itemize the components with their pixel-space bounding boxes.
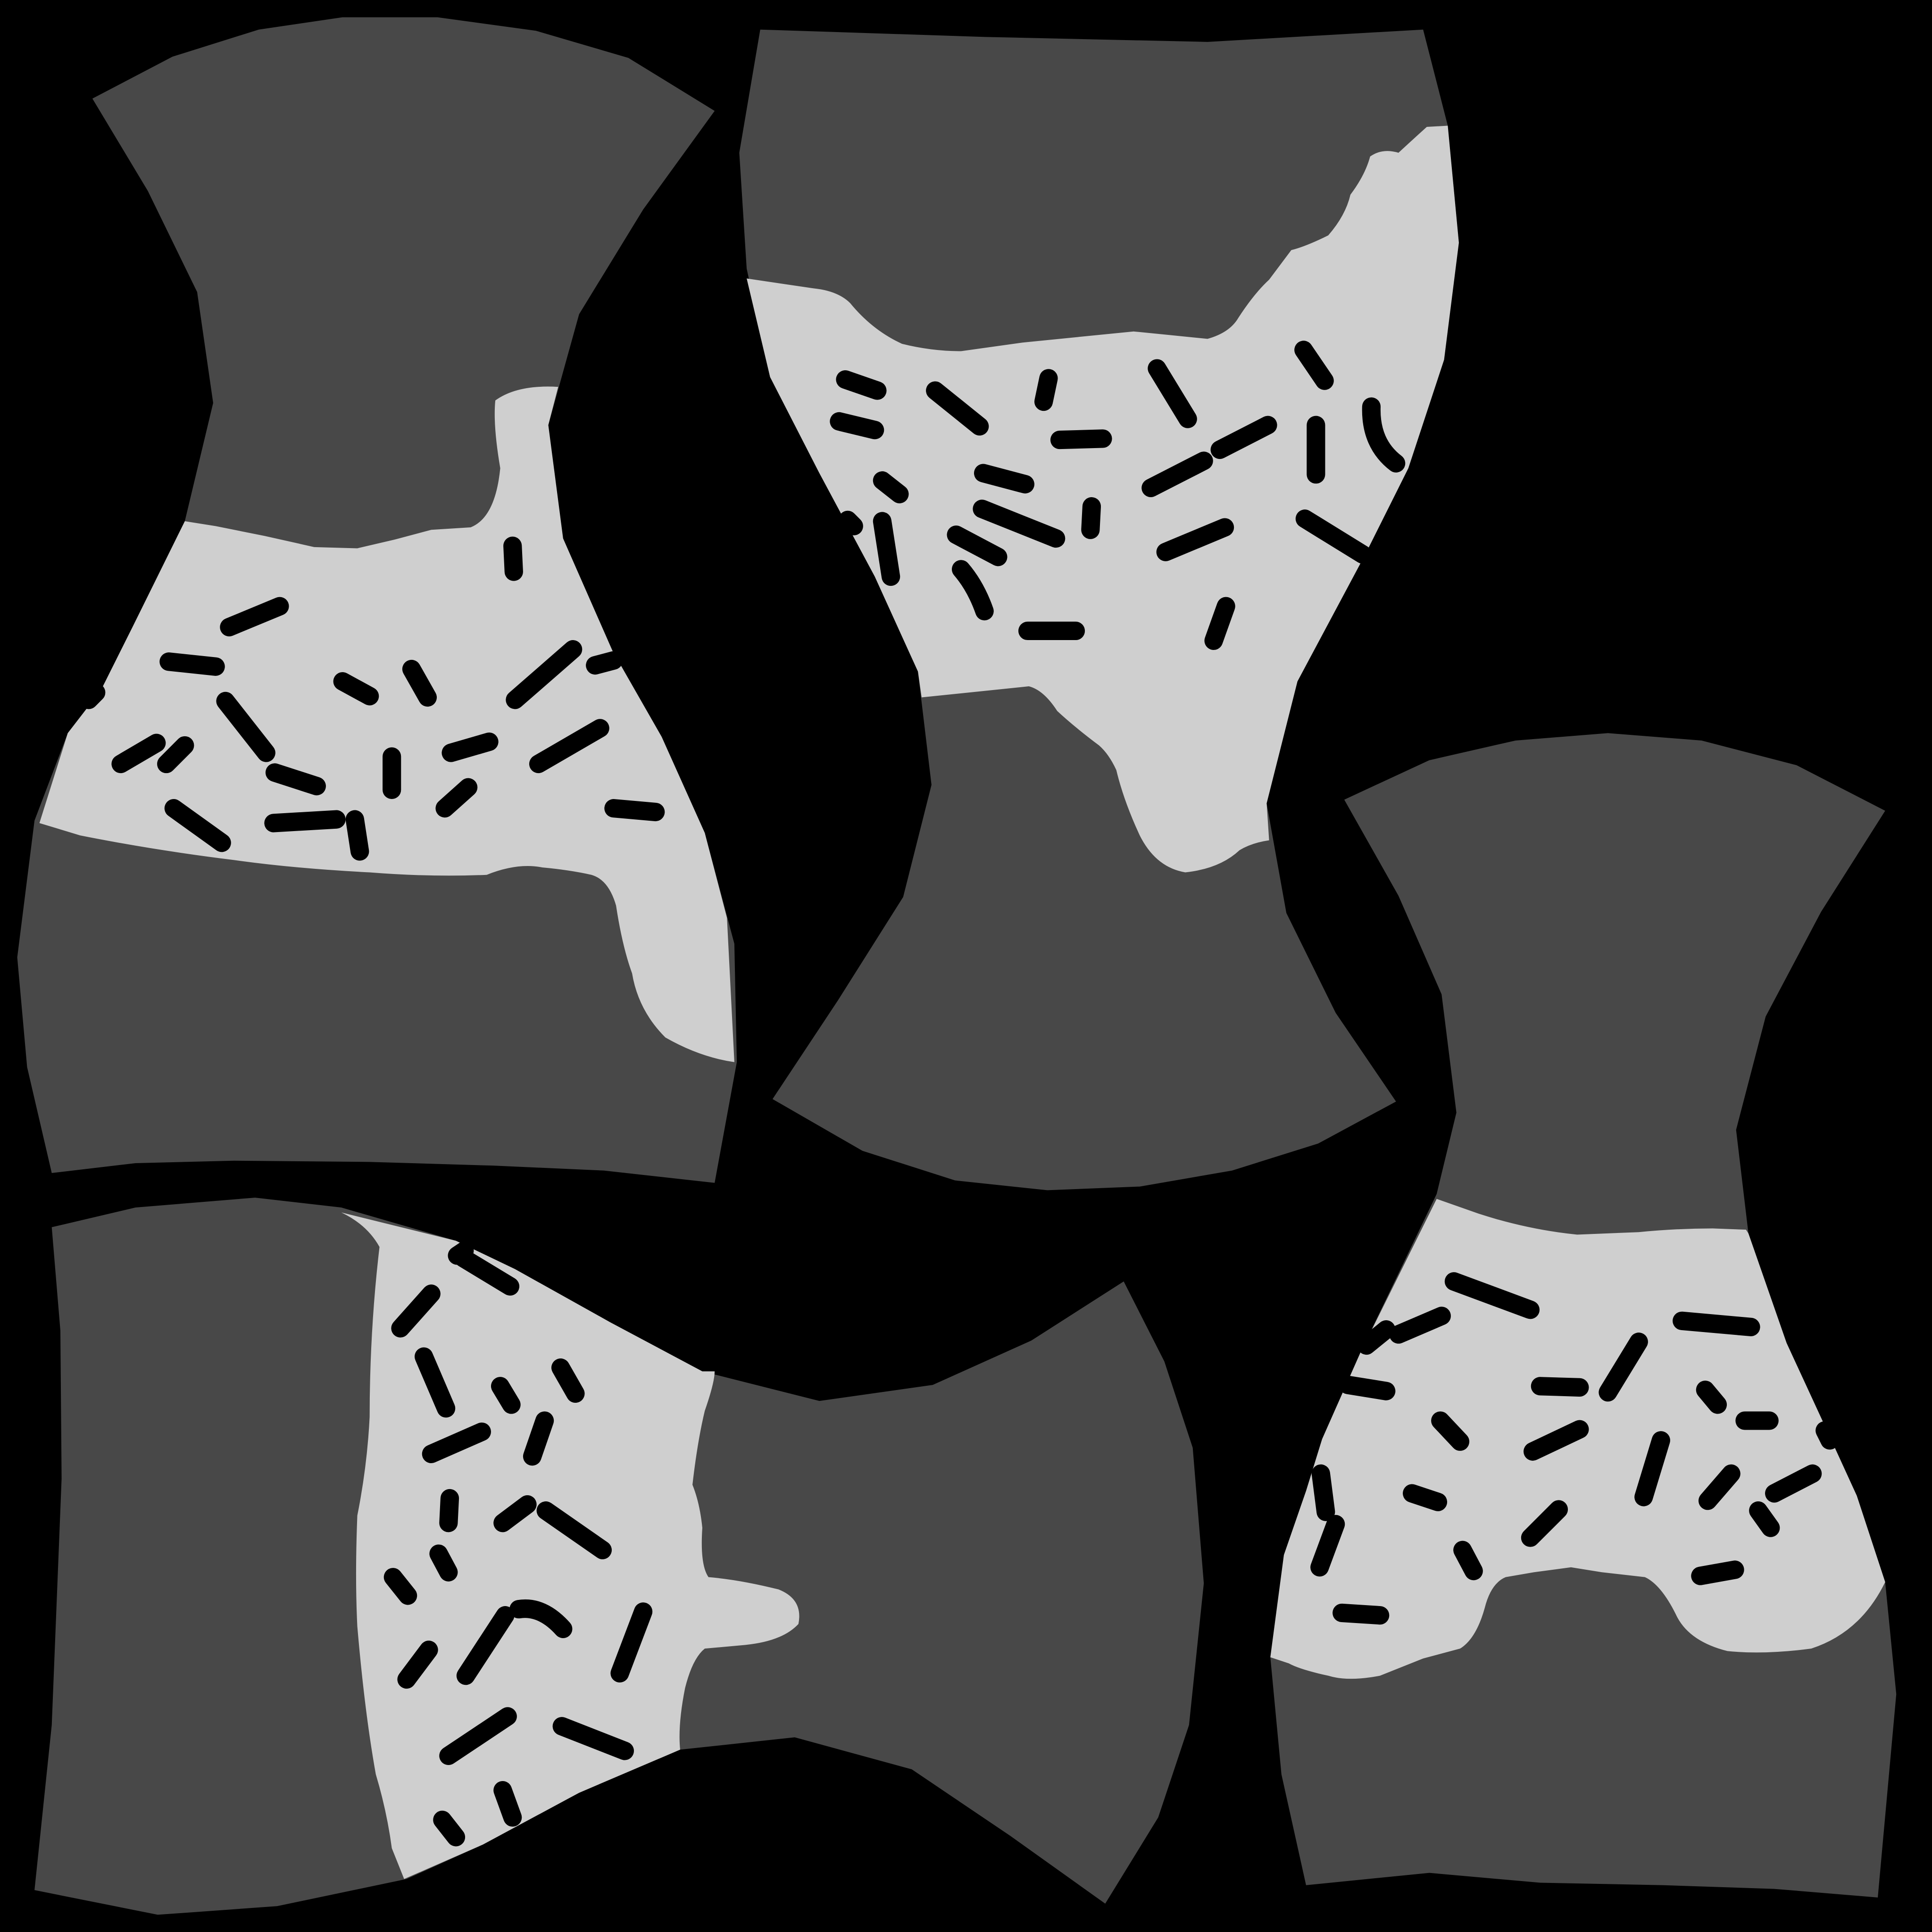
- piece-right-flecks: [1310, 1272, 1839, 1625]
- fleck: [454, 1249, 520, 1296]
- piece-bottom-left-band: [341, 1212, 799, 1879]
- piece-top-left: [17, 17, 737, 1183]
- fleck: [1524, 1420, 1589, 1461]
- piece-top-left-flecks: [79, 536, 665, 861]
- fleck: [529, 719, 609, 774]
- fleck: [1357, 1320, 1396, 1355]
- fleck: [830, 412, 884, 440]
- fleck: [456, 1606, 515, 1685]
- fleck: [873, 512, 900, 586]
- fleck: [439, 1489, 459, 1532]
- piece-top-left-band: [39, 386, 734, 1062]
- fleck: [947, 525, 1008, 566]
- fleck: [610, 1602, 653, 1683]
- fleck: [973, 500, 1066, 548]
- fleck: [216, 691, 275, 762]
- fleck: [1696, 1381, 1727, 1414]
- fleck: [397, 1641, 438, 1689]
- fleck: [79, 683, 106, 709]
- fleck: [493, 1781, 522, 1827]
- fleck: [1034, 369, 1058, 411]
- fleck: [1453, 1541, 1483, 1581]
- fleck: [333, 672, 379, 706]
- fleck: [1599, 1332, 1648, 1402]
- fleck: [836, 370, 887, 400]
- fleck: [1749, 1501, 1780, 1537]
- fleck: [493, 1495, 537, 1532]
- fleck: [159, 652, 225, 676]
- fleck: [1521, 1500, 1568, 1547]
- fleck: [433, 1810, 466, 1847]
- fleck: [220, 597, 289, 637]
- fleck: [1332, 1603, 1390, 1625]
- fleck: [1295, 509, 1372, 564]
- piece-top-middle-flecks: [830, 341, 1406, 650]
- fleck: [1691, 1560, 1744, 1585]
- fleck: [441, 732, 499, 762]
- fleck: [1148, 359, 1197, 428]
- fleck: [1311, 1464, 1335, 1521]
- fleck: [1339, 1375, 1396, 1400]
- fleck: [164, 799, 231, 852]
- fleck: [265, 763, 326, 796]
- fleck: [1815, 1421, 1839, 1450]
- fleck: [1431, 1411, 1470, 1451]
- fleck: [1673, 1311, 1760, 1336]
- piece-top-middle: [739, 29, 1459, 1191]
- fleck: [1210, 416, 1277, 459]
- piece-bottom-left-flecks: [383, 1241, 653, 1847]
- fleck: [1531, 1377, 1589, 1397]
- piece-top-middle-band: [747, 125, 1459, 873]
- fleck: [951, 560, 994, 621]
- fleck: [415, 1347, 456, 1418]
- fleck: [429, 1544, 458, 1582]
- fleck: [1634, 1431, 1670, 1507]
- fleck: [1444, 1272, 1540, 1319]
- fleck: [1765, 1464, 1822, 1503]
- fleck: [509, 1599, 573, 1638]
- fleck: [506, 640, 583, 709]
- fleck: [1204, 597, 1235, 650]
- fleck: [523, 1411, 554, 1466]
- fleck: [391, 1284, 441, 1338]
- fleck: [1156, 518, 1234, 561]
- fleck: [974, 464, 1034, 494]
- piece-bottom-left: [34, 1198, 1204, 1915]
- fleck: [604, 799, 665, 822]
- fleck: [873, 471, 909, 504]
- fleck: [402, 659, 437, 707]
- fleck: [503, 536, 523, 581]
- fleck: [536, 1501, 612, 1559]
- fleck: [157, 736, 194, 774]
- fleck: [345, 810, 369, 861]
- fleck: [1081, 497, 1101, 539]
- fleck: [1362, 397, 1406, 473]
- fleck: [838, 510, 863, 536]
- fleck: [422, 1422, 491, 1464]
- fleck: [1403, 1484, 1448, 1511]
- piece-right: [1270, 733, 1897, 1898]
- fleck: [439, 1707, 517, 1765]
- fleck: [1698, 1464, 1740, 1510]
- fleck: [435, 778, 478, 818]
- fleck: [1389, 1307, 1451, 1344]
- fleck: [926, 381, 989, 436]
- fleck: [551, 1358, 585, 1403]
- fleck: [1310, 1515, 1345, 1577]
- fleck: [1141, 451, 1213, 498]
- fleck: [491, 1377, 521, 1414]
- fleck: [1050, 429, 1112, 450]
- fleck: [552, 1717, 634, 1760]
- fleck: [586, 651, 623, 675]
- fleck: [111, 733, 166, 774]
- fleck: [264, 810, 346, 833]
- fleck: [383, 1568, 417, 1605]
- fleck: [1294, 341, 1334, 390]
